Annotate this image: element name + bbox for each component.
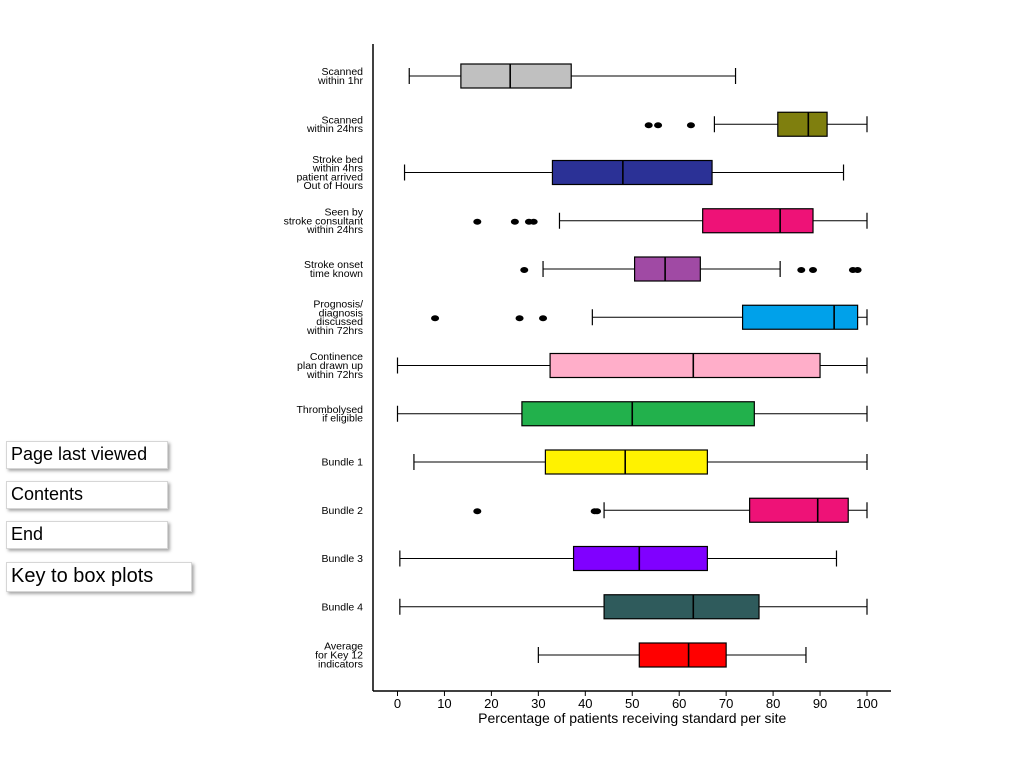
category-label: within 4hrs [312, 163, 363, 175]
category-label: Average [324, 641, 363, 653]
outlier-point [644, 122, 653, 129]
key-to-box-plots-button[interactable]: Key to box plots [6, 562, 192, 592]
box-plot-group: Bundle 2 [322, 497, 868, 523]
x-tick-label: 0 [394, 696, 401, 711]
outlier-point [529, 218, 538, 225]
category-label: for Key 12 [315, 650, 363, 662]
outlier-point [593, 508, 602, 515]
category-label: Continence [310, 351, 363, 363]
iqr-box [633, 256, 701, 282]
iqr-box [749, 497, 849, 523]
outlier-point [431, 315, 440, 322]
outlier-point [539, 315, 548, 322]
category-label: Seen by [324, 206, 363, 218]
category-label: Stroke bed [312, 154, 363, 166]
category-label: within 1hr [317, 75, 363, 87]
iqr-box [521, 401, 755, 427]
outlier-point [654, 122, 663, 129]
outlier-point [809, 267, 818, 273]
iqr-box [460, 63, 572, 89]
category-label: within 24hrs [306, 224, 363, 236]
x-tick-label: 60 [672, 696, 686, 711]
iqr-box [741, 304, 859, 330]
iqr-box [551, 159, 713, 186]
box-plot-group: Bundle 1 [322, 449, 868, 475]
category-label: Thrombolysed [296, 404, 363, 416]
category-label: within 72hrs [306, 325, 363, 337]
x-tick-label: 40 [578, 696, 592, 711]
category-label: Scanned [322, 114, 364, 126]
x-tick-label: 30 [531, 696, 545, 711]
x-tick-label: 10 [437, 696, 451, 711]
category-label: plan drawn up [297, 360, 363, 372]
category-label: if eligible [322, 413, 363, 425]
outlier-point [515, 315, 524, 322]
category-label: Bundle 2 [322, 505, 364, 517]
category-label: Scanned [322, 66, 364, 78]
chart-axes: 0 10 20 30 40 50 60 70 80 90 100 [372, 44, 891, 711]
category-label: indicators [318, 658, 363, 670]
iqr-box [549, 352, 821, 379]
category-label: diagnosis [319, 307, 363, 319]
outlier-point [520, 267, 529, 273]
category-label: time known [310, 268, 363, 280]
x-tick-label: 20 [484, 696, 498, 711]
box-plot-group: Bundle 3 [322, 545, 838, 572]
x-tick-label: 70 [719, 696, 733, 711]
category-label: patient arrived [296, 171, 363, 183]
outlier-point [473, 508, 482, 515]
category-label: discussed [316, 316, 363, 328]
outlier-point [510, 218, 519, 225]
category-label: Out of Hours [303, 180, 363, 192]
category-label: Bundle 3 [322, 553, 364, 565]
outlier-point [686, 122, 695, 129]
x-tick-label: 100 [856, 696, 878, 711]
end-button[interactable]: End [6, 521, 168, 549]
category-label: within 24hrs [306, 123, 363, 135]
box-plot-group: Bundle 4 [322, 594, 868, 620]
page-last-viewed-button[interactable]: Page last viewed [6, 441, 168, 469]
iqr-box [572, 545, 708, 572]
outlier-point [473, 218, 482, 225]
category-label: Prognosis/ [313, 299, 363, 311]
outlier-point [853, 267, 862, 273]
iqr-box [544, 449, 708, 475]
x-tick-label: 90 [813, 696, 827, 711]
outlier-point [797, 267, 806, 273]
iqr-box [638, 642, 727, 668]
x-axis-title: Percentage of patients receiving standar… [478, 710, 786, 726]
iqr-box [702, 208, 814, 234]
iqr-box [777, 111, 828, 137]
category-label: Bundle 1 [322, 457, 364, 469]
contents-button[interactable]: Contents [6, 481, 168, 509]
category-label: Stroke onset [304, 259, 363, 271]
category-label: stroke consultant [284, 215, 363, 227]
category-label: Bundle 4 [322, 601, 364, 613]
category-label: within 72hrs [306, 369, 363, 381]
iqr-box [603, 594, 760, 620]
x-tick-label: 50 [625, 696, 639, 711]
x-tick-label: 80 [766, 696, 780, 711]
